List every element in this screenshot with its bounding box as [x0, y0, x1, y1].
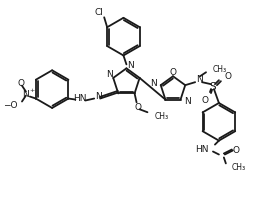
Text: O: O: [201, 95, 209, 104]
Text: CH₃: CH₃: [232, 162, 246, 171]
Text: N: N: [150, 78, 157, 87]
Text: O: O: [225, 71, 232, 80]
Text: O: O: [232, 145, 239, 154]
Text: N: N: [95, 92, 102, 101]
Text: N: N: [106, 70, 113, 79]
Text: CH₃: CH₃: [213, 64, 227, 74]
Text: −O: −O: [2, 101, 17, 109]
Text: O: O: [17, 79, 25, 88]
Text: N: N: [196, 74, 203, 83]
Text: HN: HN: [74, 94, 87, 103]
Text: Cl: Cl: [95, 8, 104, 17]
Text: N: N: [185, 97, 191, 105]
Text: HN: HN: [195, 144, 209, 153]
Text: CH₃: CH₃: [154, 111, 169, 120]
Text: O: O: [134, 102, 141, 111]
Text: O: O: [169, 68, 176, 76]
Text: +: +: [29, 88, 34, 93]
Text: N: N: [23, 90, 29, 99]
Text: N: N: [127, 61, 134, 70]
Text: S: S: [210, 82, 216, 92]
